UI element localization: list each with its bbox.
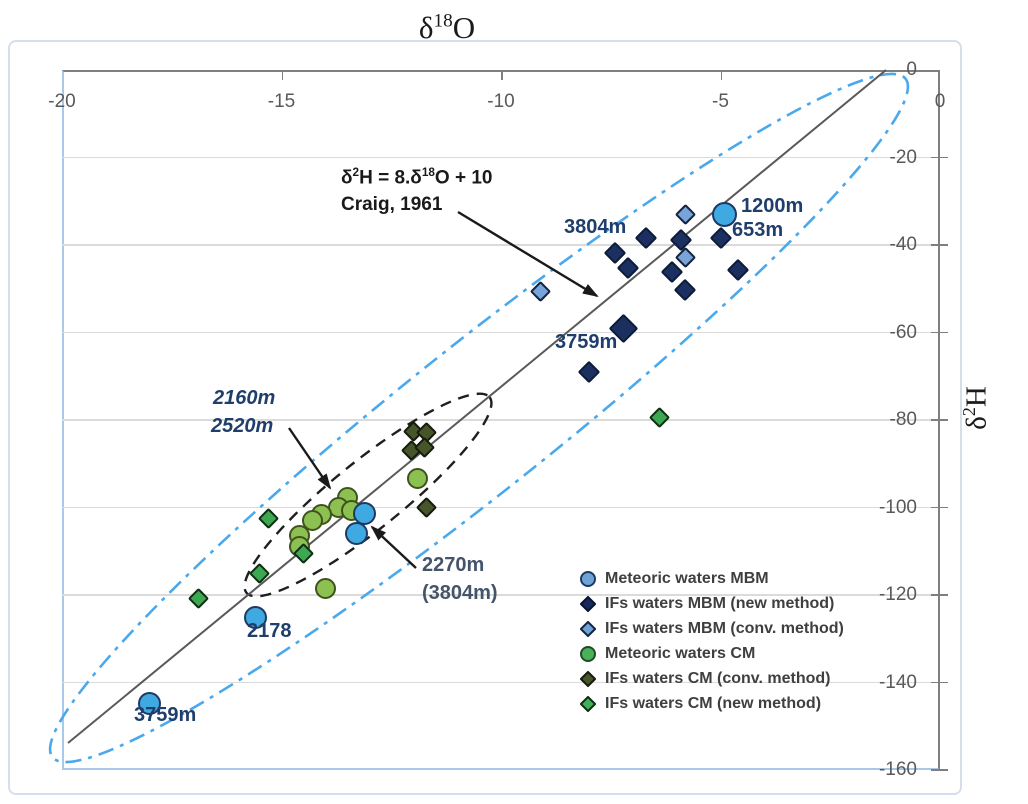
diamond-marker-icon <box>579 620 597 637</box>
legend-item: Meteoric waters MBM <box>575 566 844 591</box>
x-tick-label: 0 <box>934 91 946 112</box>
x-tick-label: -20 <box>48 91 76 112</box>
y-tick-mark <box>931 419 948 421</box>
x-axis-title-base: δ <box>418 10 434 45</box>
h-gridline <box>62 156 940 159</box>
x-axis-title: δ18O <box>377 10 517 46</box>
legend-item: IFs waters CM (conv. method) <box>575 666 844 691</box>
legend-item-label: IFs waters CM (new method) <box>605 694 822 712</box>
y-tick-mark <box>931 331 948 334</box>
y-tick-mark <box>931 156 948 159</box>
y-axis-title-sup: 2 <box>959 407 979 417</box>
legend: Meteoric waters MBM IFs waters MBM (new m… <box>575 566 844 716</box>
h-gridline <box>62 331 940 334</box>
x-axis-title-tail: O <box>452 10 476 45</box>
y-tick-mark <box>931 681 948 684</box>
h-gridline <box>62 244 940 246</box>
legend-marker-cell <box>575 645 601 662</box>
legend-marker-cell <box>575 620 601 637</box>
legend-item: IFs waters MBM (new method) <box>575 591 844 616</box>
y-axis-title: δ2H <box>959 370 999 446</box>
y-axis-title-base: δ <box>960 416 993 430</box>
legend-marker-cell <box>575 670 601 687</box>
diamond-marker-icon <box>579 670 597 687</box>
y-tick-label: -100 <box>878 496 917 518</box>
legend-item-label: IFs waters MBM (new method) <box>605 594 835 612</box>
y-tick-label: -60 <box>889 321 917 343</box>
y-tick-mark <box>931 244 948 246</box>
y-tick-label: -20 <box>889 146 917 168</box>
legend-item-label: IFs waters MBM (conv. method) <box>605 619 844 637</box>
y-tick-label: -160 <box>878 759 917 780</box>
legend-marker-cell <box>575 695 601 712</box>
h-gridline <box>62 419 940 421</box>
y-tick-label: -80 <box>889 409 917 430</box>
x-tick-label: -15 <box>267 91 296 112</box>
legend-marker-cell <box>575 570 601 587</box>
y-axis-title-tail: H <box>960 386 993 408</box>
legend-item-label: IFs waters CM (conv. method) <box>605 669 831 687</box>
legend-item: Meteoric waters CM <box>575 641 844 666</box>
figure-border <box>8 40 962 795</box>
circle-marker-icon <box>580 645 596 662</box>
legend-item-label: Meteoric waters CM <box>605 644 756 662</box>
y-tick-mark <box>931 594 948 596</box>
y-tick-label: -40 <box>889 234 917 255</box>
legend-item: IFs waters CM (new method) <box>575 691 844 716</box>
h-gridline <box>62 506 940 509</box>
y-tick-label: -140 <box>878 671 917 693</box>
x-tick-mark <box>281 70 283 80</box>
x-tick-mark <box>720 70 722 80</box>
y-tick-label: 0 <box>906 59 917 80</box>
x-tick-label: -10 <box>487 91 515 112</box>
y-tick-mark <box>931 506 948 509</box>
diamond-marker-icon <box>579 695 597 712</box>
legend-item-label: Meteoric waters MBM <box>605 569 769 587</box>
diamond-marker-icon <box>579 595 597 612</box>
x-tick-mark <box>501 70 503 80</box>
circle-marker-icon <box>580 570 596 587</box>
legend-item: IFs waters MBM (conv. method) <box>575 616 844 641</box>
x-tick-label: -5 <box>712 91 729 112</box>
legend-marker-cell <box>575 595 601 612</box>
x-axis-title-sup: 18 <box>433 10 453 32</box>
y-tick-label: -120 <box>878 584 917 605</box>
y-tick-mark <box>931 769 948 771</box>
